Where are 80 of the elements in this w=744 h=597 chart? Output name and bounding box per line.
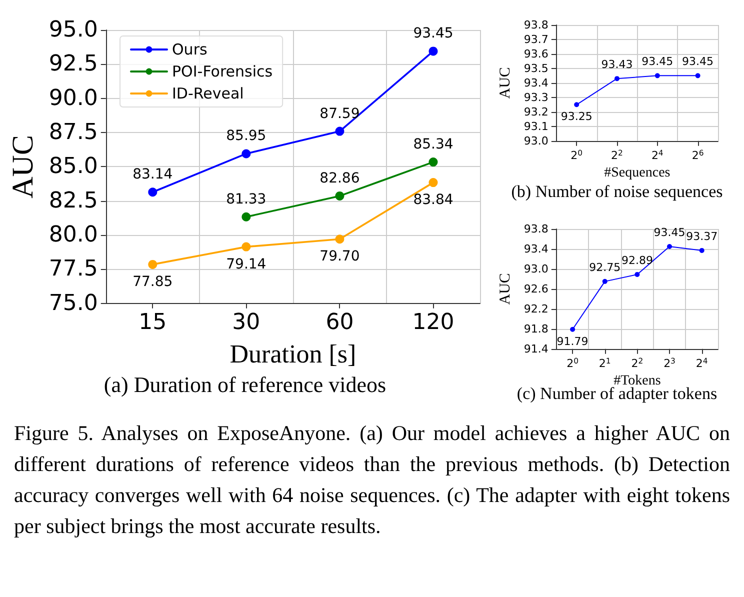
x-axis-title: #Sequences	[604, 166, 670, 180]
y-tick-label: 93.8	[524, 18, 548, 32]
point	[614, 76, 620, 82]
legend-label: POI-Forensics	[172, 62, 273, 80]
y-tick-label: 87.5	[48, 120, 98, 146]
text: (b) Number of noise sequences	[510, 182, 724, 202]
x-tick-label: 60	[326, 310, 354, 335]
x-tick-label: 120	[412, 310, 454, 335]
point	[695, 73, 700, 78]
y-tick-label: 93.3	[524, 90, 548, 104]
legend-label: Ours	[172, 40, 208, 58]
y-tick-label: 95.0	[48, 18, 98, 42]
point	[335, 191, 344, 200]
point	[242, 149, 251, 158]
data-label: 83.14	[132, 166, 173, 183]
data-label: 81.33	[226, 191, 266, 208]
point	[699, 248, 704, 253]
point	[634, 272, 640, 277]
data-label: 85.95	[226, 128, 266, 144]
data-label: 93.45	[654, 226, 686, 239]
point	[654, 73, 660, 78]
x-tick-label: 15	[138, 310, 167, 335]
data-label: 93.45	[413, 26, 454, 42]
data-label: 93.45	[682, 55, 714, 68]
y-tick-label: 90.0	[48, 86, 98, 111]
y-tick-label: 93.0	[524, 134, 548, 148]
y-tick-label: 93.4	[524, 242, 548, 256]
data-label: 77.85	[132, 274, 173, 290]
x-tick-label: 30	[232, 310, 260, 335]
point	[242, 242, 251, 252]
data-label: 82.86	[320, 170, 360, 186]
data-label: 85.34	[413, 136, 454, 153]
data-label: 93.37	[686, 230, 718, 243]
text: (a) Duration of reference videos	[102, 372, 388, 398]
data-label: 83.84	[413, 192, 454, 208]
point	[602, 278, 608, 284]
y-tick-label: 92.2	[524, 302, 548, 316]
data-label: 92.75	[589, 260, 621, 274]
y-tick-label: 93.7	[524, 32, 548, 46]
y-tick-label: 93.0	[524, 262, 548, 276]
data-label: 87.59	[320, 106, 360, 122]
data-label: 93.45	[642, 55, 674, 68]
caption: Figure 5. Analyses on ExposeAnyone. (a) Our model achieves a higher AUC on different durations of reference videos than the previous methods. (b) Detection accuracy converges well with 64 noise sequences. (c) The adapter with eight tokens per subject brings the most accurate results.	[14, 420, 730, 540]
y-tick-label: 93.6	[524, 47, 548, 60]
y-axis-title: AUC	[498, 67, 514, 99]
y-tick-label: 82.5	[48, 188, 98, 214]
x-axis-title: Duration [s]	[230, 340, 356, 368]
y-tick-label: 80.0	[48, 222, 98, 248]
point	[667, 244, 672, 249]
point	[428, 158, 438, 167]
data-label: 91.79	[556, 334, 588, 348]
y-tick-label: 92.6	[524, 282, 548, 296]
point	[428, 46, 438, 56]
point	[148, 188, 158, 197]
y-tick-label: 93.4	[524, 76, 548, 90]
point	[574, 102, 580, 108]
point	[148, 260, 158, 269]
y-tick-label: 93.5	[524, 62, 548, 75]
data-label: 79.14	[226, 256, 266, 272]
y-tick-label: 85.0	[48, 154, 98, 180]
y-tick-label: 77.5	[48, 256, 98, 282]
data-label: 93.43	[601, 58, 633, 72]
point	[570, 326, 576, 332]
point	[335, 234, 344, 244]
y-tick-label: 91.8	[524, 322, 548, 336]
y-tick-label: 93.2	[524, 105, 548, 118]
data-label: 93.25	[560, 110, 592, 124]
y-axis-title: AUC	[6, 135, 40, 198]
data-label: 79.70	[320, 248, 360, 265]
point	[428, 178, 438, 188]
y-tick-label: 75.0	[48, 290, 98, 316]
point	[242, 212, 251, 222]
y-axis-title: AUC	[498, 273, 514, 305]
legend-label: ID-Reveal	[172, 84, 244, 102]
y-tick-label: 91.4	[524, 342, 548, 356]
y-tick-label: 92.5	[48, 52, 98, 77]
point	[335, 126, 344, 136]
y-tick-label: 93.1	[524, 120, 548, 133]
y-tick-label: 93.8	[524, 222, 548, 236]
data-label: 92.89	[621, 254, 653, 267]
